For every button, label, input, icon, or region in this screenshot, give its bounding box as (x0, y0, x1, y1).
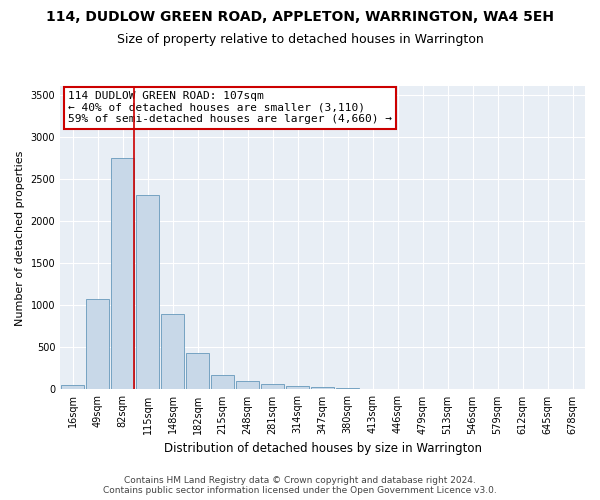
Bar (61, 385, 84, 390)
Y-axis label: Number of detached properties: Number of detached properties (15, 150, 25, 326)
Bar (236, 381, 259, 390)
Bar (112, 158, 134, 390)
Bar (262, 384, 284, 390)
Text: Contains HM Land Registry data © Crown copyright and database right 2024.
Contai: Contains HM Land Registry data © Crown c… (103, 476, 497, 495)
Bar (86, 298, 109, 390)
Bar (136, 195, 159, 390)
X-axis label: Distribution of detached houses by size in Warrington: Distribution of detached houses by size … (164, 442, 482, 455)
Bar (161, 314, 184, 390)
Bar (337, 388, 359, 390)
Bar (286, 386, 309, 390)
Text: 114 DUDLOW GREEN ROAD: 107sqm
← 40% of detached houses are smaller (3,110)
59% o: 114 DUDLOW GREEN ROAD: 107sqm ← 40% of d… (68, 91, 392, 124)
Text: Size of property relative to detached houses in Warrington: Size of property relative to detached ho… (116, 32, 484, 46)
Text: 114, DUDLOW GREEN ROAD, APPLETON, WARRINGTON, WA4 5EH: 114, DUDLOW GREEN ROAD, APPLETON, WARRIN… (46, 10, 554, 24)
Bar (311, 387, 334, 390)
Bar (211, 375, 234, 390)
Bar (361, 388, 384, 390)
Bar (187, 353, 209, 390)
